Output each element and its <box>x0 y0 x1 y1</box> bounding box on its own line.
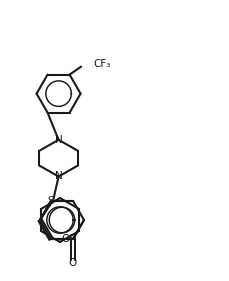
Text: N: N <box>55 135 63 145</box>
Text: CF₃: CF₃ <box>93 58 111 69</box>
Text: N: N <box>55 171 63 182</box>
Text: O: O <box>69 258 77 268</box>
Text: OH: OH <box>62 234 78 244</box>
Text: S: S <box>48 196 54 206</box>
